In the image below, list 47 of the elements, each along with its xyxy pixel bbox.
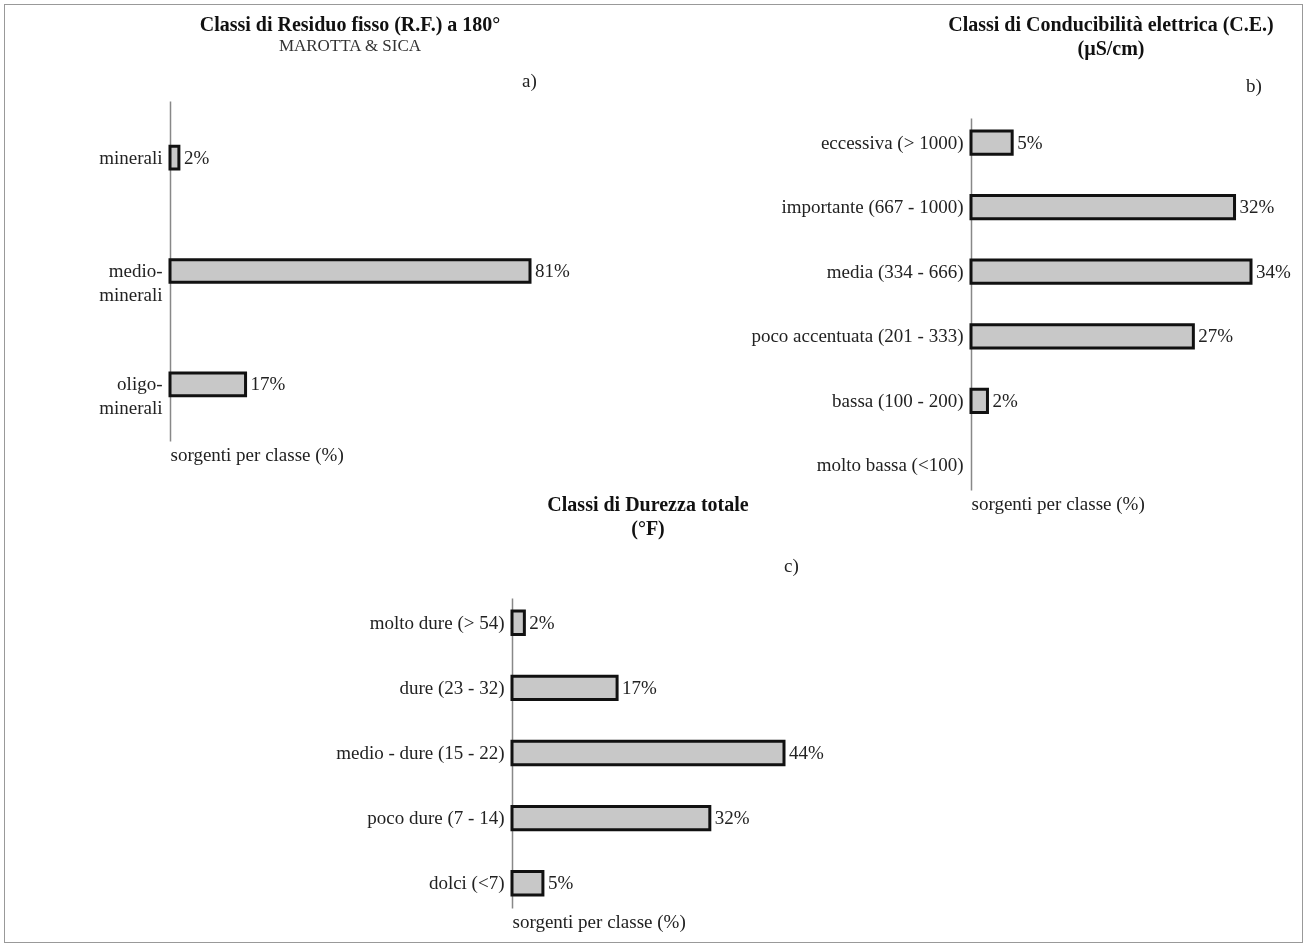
y-tick-label: importante (667 - 1000) — [781, 196, 964, 219]
text: a) — [522, 70, 537, 92]
data-label: 34% — [1256, 260, 1291, 282]
data-label: 5% — [1017, 131, 1043, 153]
y-tick-label: eccessiva (> 1000) — [820, 131, 964, 154]
bar — [510, 804, 712, 832]
text: c) — [784, 555, 799, 577]
y-tick-label: poco dure (7 - 14) — [367, 807, 505, 830]
data-label: 2% — [183, 146, 210, 168]
bar — [510, 739, 786, 767]
x-axis-title: sorgenti per classe (%) — [170, 443, 344, 466]
text: b) — [1246, 75, 1262, 97]
data-label: 44% — [789, 742, 824, 763]
y-tick-label: molto bassa (<100) — [816, 454, 964, 477]
y-tick-label: poco accentuata (201 - 333) — [751, 325, 964, 348]
x-axis-title: sorgenti per classe (%) — [512, 910, 686, 933]
data-label: 81% — [535, 260, 570, 281]
y-tick-label: media (334 - 666) — [826, 260, 964, 283]
data-label: 2% — [992, 389, 1018, 411]
chart-title: Classi di Conducibilità elettrica (C.E.) (µS/cm) — [948, 13, 1274, 60]
data-label: 17% — [622, 676, 658, 698]
x-axis-title: sorgenti per classe (%) — [971, 492, 1145, 515]
bar — [969, 194, 1237, 221]
y-tick-label: dure (23 - 32) — [399, 676, 505, 699]
chart-title: Classi di Durezza totale (°F) — [547, 493, 749, 540]
data-label: 17% — [250, 373, 286, 395]
y-tick-label: minerali — [99, 146, 163, 168]
y-tick-label: molto dure (> 54) — [369, 611, 505, 634]
bar — [969, 258, 1253, 285]
chart-subtitle: MAROTTA & SICA — [278, 36, 422, 55]
bar — [969, 323, 1195, 350]
data-label: 2% — [529, 611, 555, 633]
y-tick-label: medio - dure (15 - 22) — [336, 742, 505, 764]
data-label: 32% — [714, 807, 750, 829]
bar — [969, 387, 989, 414]
chart-title: Classi di Residuo fisso (R.F.) a 180° — [199, 13, 501, 36]
bar — [969, 129, 1014, 156]
y-tick-label: medio-minerali — [99, 260, 163, 305]
y-tick-label: bassa (100 - 200) — [832, 389, 964, 412]
y-tick-label: oligo-minerali — [99, 373, 163, 419]
data-label: 32% — [1239, 196, 1275, 218]
data-label: 27% — [1198, 325, 1234, 347]
bar — [510, 870, 545, 897]
data-label: 5% — [547, 872, 574, 894]
y-tick-label: dolci (<7) — [428, 872, 505, 895]
bar — [510, 674, 619, 702]
bar — [510, 609, 526, 636]
